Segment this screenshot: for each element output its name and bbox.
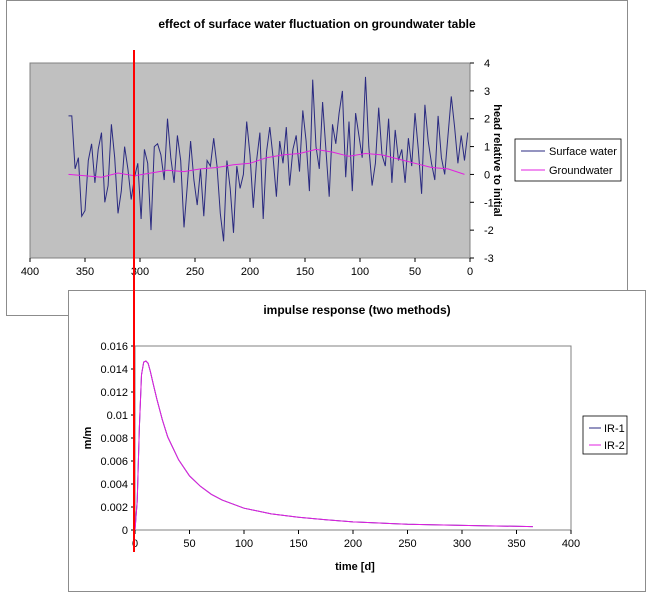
y-tick-label: 0.016	[100, 341, 128, 353]
chart-title: effect of surface water fluctuation on g…	[158, 17, 476, 31]
y-tick-label: 1	[484, 142, 490, 154]
x-tick-label: 400	[562, 538, 580, 550]
x-tick-label: 200	[344, 538, 362, 550]
x-tick-label: 300	[453, 538, 471, 550]
y-tick-label: 0.012	[100, 387, 128, 399]
y-axis-label: head relative to initial	[491, 104, 503, 216]
x-axis-label: time [d]	[335, 561, 375, 573]
y-tick-label: 0.006	[100, 456, 128, 468]
legend-label-groundwater: Groundwater	[549, 165, 613, 177]
x-tick-label: 200	[241, 266, 259, 278]
y-tick-label: 0.004	[100, 479, 128, 491]
x-tick-label: 0	[467, 266, 473, 278]
y-tick-label: -2	[484, 225, 494, 237]
chart-panel-impulse-response: impulse response (two methods) 0 0.002 0.0…	[68, 290, 646, 592]
y-tick-label: 0.014	[100, 364, 128, 376]
x-tick-label: 50	[183, 538, 195, 550]
y-tick-label: 3	[484, 86, 490, 98]
x-tick-label: 0	[132, 538, 138, 550]
x-tick-label: 150	[296, 266, 314, 278]
chart-panel-surface-water: effect of surface water fluctuation on g…	[6, 0, 628, 316]
x-tick-label: 350	[507, 538, 525, 550]
series-line-ir-2	[134, 360, 533, 531]
y-tick-label: -1	[484, 197, 494, 209]
chart-svg-bottom: impulse response (two methods) 0 0.002 0.0…	[82, 303, 628, 573]
x-tick-label: 250	[398, 538, 416, 550]
y-tick-label: 0	[122, 525, 128, 537]
y-tick-label: 0.002	[100, 502, 128, 514]
legend-label-ir-2: IR-2	[604, 440, 625, 452]
y-tick-label: 0	[484, 169, 490, 181]
y-tick-label: -3	[484, 253, 494, 265]
x-tick-label: 350	[76, 266, 94, 278]
y-tick-label: 4	[484, 58, 490, 70]
x-tick-label: 100	[351, 266, 369, 278]
y-tick-label: 0.008	[100, 433, 128, 445]
x-tick-label: 50	[409, 266, 421, 278]
y-tick-label: 0.01	[107, 410, 128, 422]
series-line-surface-water	[68, 76, 469, 242]
y-tick-label: 2	[484, 114, 490, 126]
chart-title: impulse response (two methods)	[263, 303, 450, 317]
y-axis-label: m/m	[82, 426, 94, 449]
x-tick-label: 400	[21, 266, 39, 278]
chart-svg-top: effect of surface water fluctuation on g…	[21, 17, 622, 278]
plot-area	[134, 345, 572, 531]
legend-box	[582, 415, 628, 455]
legend-label-ir-1: IR-1	[604, 423, 625, 435]
x-tick-label: 250	[186, 266, 204, 278]
legend-label-surface-water: Surface water	[549, 146, 617, 158]
legend-box	[514, 138, 622, 182]
x-tick-label: 300	[131, 266, 149, 278]
x-tick-label: 150	[289, 538, 307, 550]
x-tick-label: 100	[235, 538, 253, 550]
